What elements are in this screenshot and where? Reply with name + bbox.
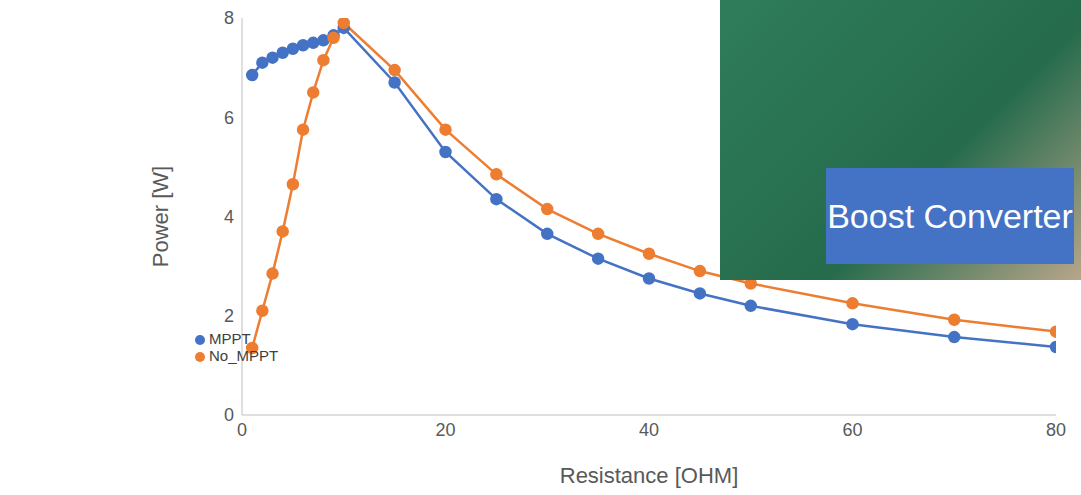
svg-text:80: 80 [1046, 420, 1066, 440]
svg-text:60: 60 [842, 420, 862, 440]
svg-text:40: 40 [639, 420, 659, 440]
svg-text:2: 2 [224, 306, 234, 326]
svg-text:6: 6 [224, 108, 234, 128]
svg-text:20: 20 [435, 420, 455, 440]
svg-text:Resistance [OHM]: Resistance [OHM] [560, 463, 739, 488]
svg-text:0: 0 [224, 405, 234, 425]
html-text:Boost Converter: Boost Converter [827, 197, 1073, 235]
svg-text:8: 8 [224, 8, 234, 28]
svg-text:4: 4 [224, 207, 234, 227]
svg-text:0: 0 [237, 420, 247, 440]
html-text:No_MPPT: No_MPPT [209, 347, 279, 364]
svg-text:Power [W]: Power [W] [148, 166, 173, 267]
html-text:MPPT: MPPT [209, 330, 251, 347]
